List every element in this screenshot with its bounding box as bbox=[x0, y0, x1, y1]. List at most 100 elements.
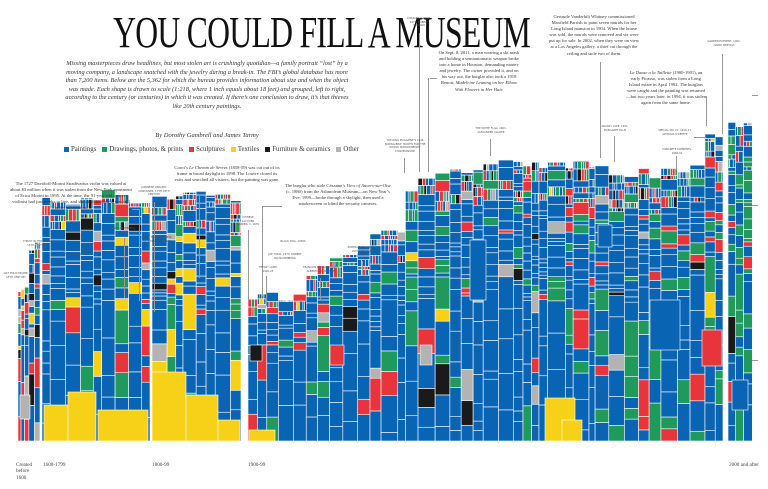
painting-mark-1900-99 bbox=[594, 211, 610, 221]
drawing-mark-1600-1799 bbox=[114, 277, 129, 289]
painting-mark-1800-99 bbox=[205, 242, 216, 251]
painting-mark-before-1600 bbox=[20, 334, 25, 346]
painting-mark-1900-99 bbox=[449, 289, 462, 312]
painting-mark-1800-99 bbox=[182, 252, 197, 261]
drawing-mark-1900-99 bbox=[405, 229, 419, 243]
painting-mark-2000-and-after bbox=[738, 151, 744, 163]
painting-mark-2000-and-after bbox=[735, 161, 744, 176]
painting-mark-1800-99 bbox=[210, 220, 214, 233]
painting-mark-1600-1799 bbox=[65, 332, 81, 366]
sculpture-mark-1900-99 bbox=[704, 236, 716, 243]
painting-mark-1800-99 bbox=[195, 263, 207, 277]
painting-mark-2000-and-after bbox=[735, 187, 744, 200]
painting-mark-before-1600 bbox=[28, 249, 32, 254]
sculpture-mark-1900-99 bbox=[638, 379, 650, 417]
drawing-mark-1900-99 bbox=[624, 202, 628, 209]
textile-mark-feature bbox=[217, 419, 241, 442]
painting-mark-1800-99 bbox=[205, 201, 210, 208]
sculpture-mark-1900-99 bbox=[583, 198, 588, 203]
painting-mark-1900-99 bbox=[572, 180, 590, 188]
painting-mark-1600-1799 bbox=[128, 276, 143, 283]
painting-mark-1900-99 bbox=[472, 225, 484, 231]
painting-mark-1900-99 bbox=[397, 304, 406, 316]
painting-mark-1900-99 bbox=[624, 247, 639, 258]
painting-mark-1900-99 bbox=[522, 300, 532, 320]
drawing-mark-2000-and-after bbox=[735, 406, 744, 442]
painting-mark-1900-99 bbox=[572, 244, 590, 249]
drawing-mark-1900-99 bbox=[369, 281, 382, 294]
sculpture-mark-1900-99 bbox=[393, 244, 398, 253]
leader-line bbox=[154, 202, 155, 312]
drawing-mark-1900-99 bbox=[714, 232, 724, 240]
painting-mark-1600-1799 bbox=[93, 268, 102, 276]
painting-mark-1900-99 bbox=[482, 370, 499, 380]
other-mark-1900-99 bbox=[317, 312, 330, 323]
painting-mark-1900-99 bbox=[538, 258, 548, 264]
drawing-mark-1900-99 bbox=[581, 161, 585, 170]
drawing-mark-1800-99 bbox=[220, 194, 224, 200]
textile-mark-1600-1799 bbox=[143, 206, 149, 214]
painting-mark-1900-99 bbox=[689, 211, 706, 218]
drawing-mark-1900-99 bbox=[322, 281, 328, 288]
drawing-mark-1900-99 bbox=[547, 287, 566, 302]
painting-mark-1600-1799 bbox=[49, 379, 67, 409]
sculpture-mark-before-1600 bbox=[28, 362, 35, 375]
sculpture-mark-2000-and-after bbox=[739, 135, 744, 147]
sculpture-mark-1900-99 bbox=[293, 332, 307, 338]
painting-mark-1800-99 bbox=[205, 220, 210, 233]
sculpture-mark-1900-99 bbox=[437, 200, 441, 212]
painting-mark-1900-99 bbox=[357, 269, 362, 276]
sculpture-mark-1900-99 bbox=[572, 202, 590, 215]
painting-mark-feature bbox=[649, 299, 681, 351]
painting-mark-2000-and-after bbox=[727, 185, 737, 193]
painting-mark-1900-99 bbox=[516, 169, 520, 174]
painting-mark-1900-99 bbox=[531, 273, 540, 279]
painting-mark-1900-99 bbox=[513, 396, 524, 412]
drawing-mark-1900-99 bbox=[648, 227, 662, 240]
painting-mark-2000-and-after bbox=[727, 362, 737, 382]
painting-mark-before-1600 bbox=[24, 313, 30, 319]
painting-mark-1900-99 bbox=[714, 260, 724, 270]
painting-mark-1900-99 bbox=[538, 230, 548, 240]
painting-mark-1900-99 bbox=[588, 166, 593, 169]
axis-label-1900s: 1900-99 bbox=[248, 462, 266, 468]
drawing-mark-1900-99 bbox=[311, 291, 316, 298]
painting-mark-1900-99 bbox=[522, 174, 526, 179]
sculpture-mark-1900-99 bbox=[278, 311, 284, 316]
swatch-icon bbox=[64, 147, 69, 152]
painting-mark-1900-99 bbox=[531, 193, 536, 204]
painting-mark-1900-99 bbox=[565, 265, 574, 277]
textile-mark-1800-99 bbox=[175, 236, 184, 242]
painting-mark-1800-99 bbox=[175, 304, 184, 322]
painting-mark-1900-99 bbox=[405, 201, 410, 211]
annotation-text: Madeleine Leaning on her Elbow With Flow… bbox=[454, 80, 518, 92]
drawing-mark-1600-1799 bbox=[141, 202, 146, 208]
painting-mark-1900-99 bbox=[417, 235, 436, 245]
sculpture-mark-1900-99 bbox=[525, 174, 529, 179]
furniture-mark-1900-99 bbox=[342, 306, 359, 319]
painting-mark-1900-99 bbox=[563, 161, 566, 167]
sculpture-mark-1900-99 bbox=[588, 207, 596, 219]
painting-mark-1900-99 bbox=[638, 274, 650, 288]
object-label-concrete: Concrete elements, 1960-61 bbox=[662, 148, 692, 155]
painting-mark-1800-99 bbox=[205, 212, 216, 222]
other-mark-1900-99 bbox=[305, 330, 318, 343]
painting-mark-1900-99 bbox=[513, 410, 524, 422]
sculpture-mark-1900-99 bbox=[693, 196, 699, 203]
drawing-mark-2000-and-after bbox=[743, 199, 753, 204]
other-mark-1900-99 bbox=[491, 188, 497, 201]
painting-mark-1900-99 bbox=[498, 196, 514, 201]
painting-mark-1900-99 bbox=[315, 279, 318, 292]
drawing-mark-1900-99 bbox=[329, 257, 344, 262]
painting-mark-1900-99 bbox=[638, 334, 650, 369]
painting-mark-1900-99 bbox=[600, 186, 606, 196]
other-mark-1900-99 bbox=[551, 186, 554, 197]
sculpture-mark-1900-99 bbox=[594, 261, 610, 267]
sculpture-mark-1900-99 bbox=[498, 229, 514, 234]
painting-mark-1800-99 bbox=[214, 248, 231, 262]
sculpture-mark-1900-99 bbox=[714, 239, 724, 253]
drawing-mark-1800-99 bbox=[238, 202, 242, 215]
axis-label-before-1600: Created before 1600 bbox=[16, 462, 33, 481]
painting-mark-1600-1799 bbox=[93, 303, 102, 330]
painting-mark-1900-99 bbox=[417, 286, 436, 295]
